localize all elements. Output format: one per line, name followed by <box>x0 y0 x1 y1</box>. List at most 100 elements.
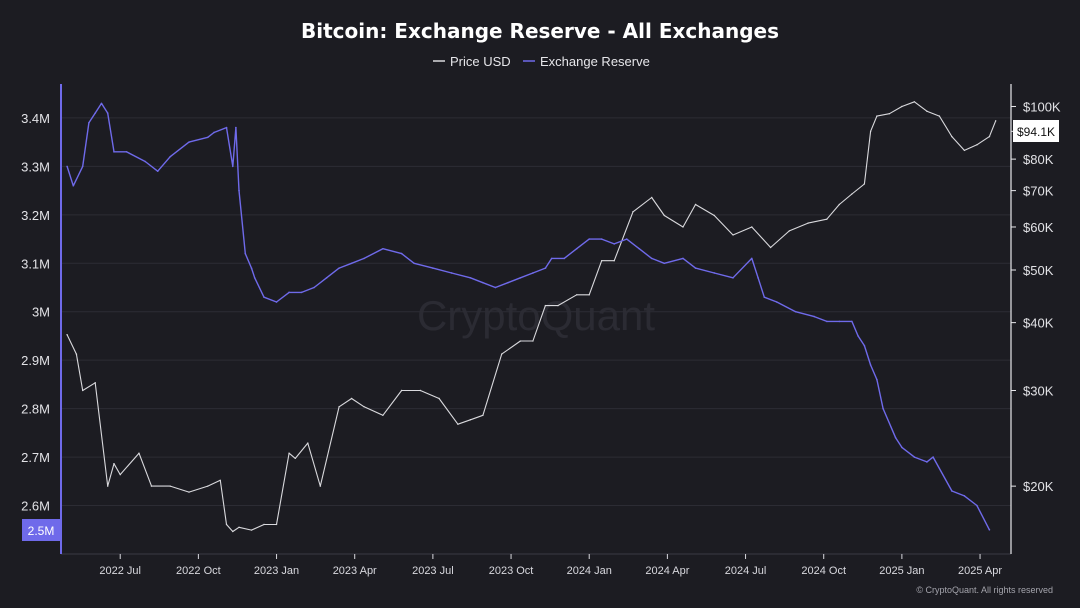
right-current-badge: $94.1K <box>1013 120 1059 142</box>
reserve-point <box>625 238 628 240</box>
price-point <box>169 485 171 487</box>
price-point <box>544 304 547 307</box>
reserve-point <box>88 121 90 124</box>
reserve-point <box>732 277 734 279</box>
price-point <box>219 479 221 482</box>
reserve-point <box>507 281 509 284</box>
left-tick-label: 2.7M <box>21 450 50 465</box>
price-point <box>319 485 322 487</box>
x-tick-label: 2024 Jan <box>567 565 612 577</box>
left-tick-label: 2.8M <box>21 402 50 417</box>
reserve-point <box>600 238 603 240</box>
reserve-point <box>876 378 878 381</box>
reserve-point <box>913 456 916 458</box>
reserve-point <box>81 165 84 168</box>
price-point <box>694 203 697 206</box>
reserve-point <box>694 267 697 269</box>
left-tick-label: 2.9M <box>21 353 50 368</box>
reserve-point <box>382 247 384 250</box>
price-point <box>532 340 534 342</box>
price-point <box>588 294 590 296</box>
reserve-point <box>851 320 853 323</box>
reserve-point <box>550 257 553 260</box>
price-point <box>576 294 578 296</box>
right-current-badge-bg <box>1013 120 1059 142</box>
price-point <box>807 222 809 224</box>
reserve-point <box>169 155 172 158</box>
price-point <box>913 101 916 103</box>
reserve-point <box>563 257 566 260</box>
reserve-point <box>926 461 928 463</box>
reserve-point <box>113 151 115 153</box>
left-tick-label: 3.4M <box>21 111 50 126</box>
reserve-point <box>300 291 303 294</box>
price-point <box>732 234 734 236</box>
reserve-point <box>206 136 209 139</box>
price-point <box>482 414 484 417</box>
reserve-point <box>519 277 522 279</box>
reserve-point <box>794 310 797 313</box>
price-point <box>926 110 928 112</box>
reserve-point <box>494 286 497 289</box>
reserve-point <box>482 281 484 284</box>
reserve-point <box>288 291 290 294</box>
reserve-point <box>869 364 872 366</box>
price-point <box>382 414 384 417</box>
price-point <box>275 523 278 526</box>
reserve-point <box>125 151 128 153</box>
price-point <box>838 203 841 206</box>
reserve-point <box>413 262 415 265</box>
price-point <box>788 230 791 232</box>
reserve-point <box>253 277 256 279</box>
reserve-point <box>682 257 684 260</box>
price-point <box>951 135 953 138</box>
price-point <box>500 353 503 355</box>
reserve-point <box>532 272 534 274</box>
legend-item-price[interactable]: Price USD <box>433 54 511 69</box>
reserve-point <box>863 344 866 347</box>
right-tick-label: $50K <box>1023 263 1054 278</box>
x-tick-label: 2022 Jul <box>99 565 141 577</box>
price-point <box>469 419 472 421</box>
right-tick-label: $20K <box>1023 479 1054 494</box>
reserve-point <box>106 112 109 114</box>
price-point <box>888 112 891 115</box>
reserve-point <box>544 267 547 269</box>
price-point <box>519 340 522 342</box>
reserve-point <box>951 490 953 492</box>
price-point <box>876 115 878 117</box>
reserve-point <box>213 131 215 134</box>
reserve-point <box>826 320 828 323</box>
price-point <box>632 211 634 213</box>
reserve-point <box>613 243 616 245</box>
left-tick-label: 3.1M <box>21 256 50 271</box>
price-point <box>963 149 966 152</box>
price-point <box>207 485 209 487</box>
legend-item-exchange-reserve[interactable]: Exchange Reserve <box>523 54 650 69</box>
price-point <box>976 144 978 146</box>
price-point <box>263 523 265 526</box>
reserve-point <box>250 267 253 269</box>
right-tick-label: $100K <box>1023 99 1061 114</box>
reserve-point <box>813 315 816 318</box>
price-point <box>238 526 240 528</box>
reserve-point <box>100 102 103 105</box>
price-point <box>400 389 403 392</box>
price-point <box>75 353 78 355</box>
right-tick-label: $70K <box>1023 184 1054 199</box>
legend: Price USD Exchange Reserve <box>433 54 650 69</box>
price-point <box>601 260 603 262</box>
reserve-point <box>72 184 75 187</box>
price-point <box>994 120 997 122</box>
reserve-point <box>894 436 897 439</box>
price-point <box>119 473 121 476</box>
reserve-point <box>663 262 666 265</box>
left-current-badge: 2.5M <box>22 519 60 541</box>
left-tick-label: 3.3M <box>21 159 50 174</box>
reserve-point <box>776 301 778 303</box>
left-current-badge-bg <box>22 519 60 541</box>
reserve-point <box>244 252 247 255</box>
price-point <box>557 304 559 307</box>
price-point <box>863 183 866 185</box>
x-tick-label: 2023 Apr <box>333 565 377 577</box>
